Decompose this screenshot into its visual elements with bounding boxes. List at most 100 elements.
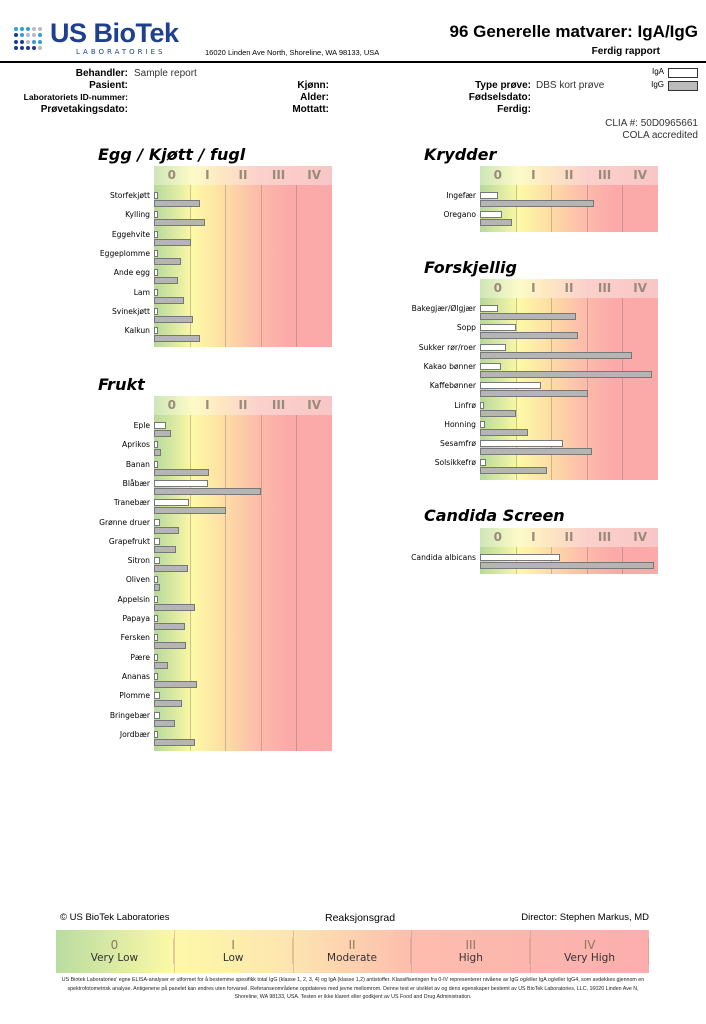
food-row: Banan (126, 460, 332, 479)
food-row: Jordbær (120, 730, 332, 749)
chart-panel-forskjellig: 0 I II III IV Bakegjær/Ølgjær Sopp Sukker rør/r… (412, 279, 658, 480)
igg-bar (480, 313, 577, 320)
food-row: Linfrø (454, 401, 658, 420)
class-header: 0 I II III IV (480, 279, 658, 298)
igg-bar (154, 603, 195, 611)
class-gridline (189, 185, 191, 348)
logo-subtext: LABORATORIES (76, 48, 166, 56)
class-tick-label: 0 (167, 398, 176, 412)
section-title-frukt: Frukt (98, 375, 145, 394)
food-label: Ananas (121, 671, 150, 681)
iga-bar (480, 459, 487, 467)
class-header: 0 I II III IV (154, 166, 332, 185)
iga-bar (154, 653, 158, 661)
plot-area: Storfekjøtt Kylling Eggehvite Eggeplomme And… (100, 185, 332, 348)
food-row: Kaffebønner (430, 381, 658, 400)
class-gridline (296, 415, 298, 752)
food-label: Sitron (127, 556, 150, 566)
chart-panel-frukt: 0 I II III IV Eple Aprikos Banan Blåbær Tranebær G… (99, 396, 332, 752)
class-tick-label: IV (307, 168, 322, 182)
iga-bar (480, 324, 516, 332)
class-tick-label: III (271, 168, 286, 182)
class-tick-label: IV (633, 168, 648, 182)
food-label: Grønne druer (99, 517, 150, 527)
iga-bar (154, 249, 158, 257)
scale-class-3: III High (412, 930, 532, 973)
food-label: Pære (130, 652, 150, 662)
scale-class-2: II Moderate (294, 930, 413, 973)
class-gridline (622, 298, 624, 480)
igg-bar (154, 238, 192, 246)
class-tick-label: III (271, 398, 286, 412)
food-row: Kylling (125, 210, 332, 229)
alder-label: Alder: (300, 92, 329, 103)
food-row: Lam (134, 288, 332, 307)
igg-bar (154, 584, 161, 592)
food-row: Appelsin (118, 595, 332, 614)
food-row: Oliven (126, 575, 332, 594)
food-label: Bringebær (109, 710, 150, 720)
igg-bar (154, 526, 179, 534)
food-row: Kalkun (125, 326, 332, 345)
food-label: Aprikos (122, 440, 150, 450)
igg-bar (154, 430, 172, 437)
iga-bar (480, 440, 564, 448)
class-gridline (586, 185, 588, 232)
food-label: Kalkun (124, 326, 150, 336)
food-label: Ande egg (113, 268, 150, 278)
food-row: Plomme (119, 691, 332, 710)
iga-bar (154, 288, 158, 296)
iga-bar (480, 305, 498, 312)
food-label: Sukker rør/roer (418, 342, 476, 352)
food-row: Oregano (443, 210, 658, 229)
iga-bar (154, 460, 158, 468)
section-title-egg-kj-tt-fugl: Egg / Kjøtt / fugl (98, 145, 246, 164)
food-row: Grønne druer (99, 518, 332, 537)
food-row: Sesamfrø (440, 439, 658, 458)
scale-class-4: IV Very High (531, 930, 649, 973)
class-tick-label: III (597, 530, 612, 544)
iga-bar (154, 307, 158, 315)
food-row: Kakao bønner (424, 362, 658, 381)
food-label: Banan (125, 459, 150, 469)
food-row: Bakegjær/Ølgjær (412, 304, 658, 323)
class-gridline (551, 185, 553, 232)
class-tick-label: II (564, 281, 574, 295)
igg-bar (154, 468, 210, 476)
disclaimer: US Biotek Laboratories' egne ELISA-analy… (61, 977, 645, 1000)
food-row: Storfekjøtt (110, 191, 332, 210)
igg-bar (154, 257, 182, 265)
igg-bar (480, 390, 588, 398)
report-title: 96 Generelle matvarer: IgA/IgG (449, 22, 699, 41)
igg-bar (154, 642, 187, 650)
food-label: Tranebær (113, 498, 150, 508)
plot-area: Bakegjær/Ølgjær Sopp Sukker rør/roer Kakao … (412, 298, 658, 480)
class-tick-label: II (564, 530, 574, 544)
food-row: Eggeplomme (100, 249, 332, 268)
class-tick-label: II (238, 398, 248, 412)
food-label: Sopp (456, 323, 476, 333)
legend-iga-swatch (668, 68, 698, 78)
clia-number: CLIA #: 50D0965661 (605, 118, 698, 129)
lab-id-label: Laboratoriets ID-nummer: (23, 92, 128, 102)
food-label: Lam (133, 287, 150, 297)
type-value: DBS kort prøve (536, 80, 605, 91)
plot-area: Eple Aprikos Banan Blåbær Tranebær Grønne dru… (99, 415, 332, 752)
food-label: Storfekjøtt (109, 191, 150, 200)
food-row: Bringebær (110, 711, 332, 730)
class-gridline (225, 415, 227, 752)
food-label: Papaya (122, 614, 150, 623)
chart-panel-egg-kj-tt-fugl: 0 I II III IV Storfekjøtt Kylling Eggehvite Egge… (100, 166, 332, 348)
food-label: Fersken (120, 633, 150, 643)
class-tick-label: I (205, 168, 210, 182)
igg-bar (154, 507, 226, 515)
class-gridline (622, 547, 624, 575)
food-row: Ingefær (446, 191, 658, 210)
report-subtitle: Ferdig rapport (591, 46, 660, 57)
iga-bar (154, 192, 158, 199)
iga-bar (154, 269, 158, 277)
igg-bar (154, 700, 183, 708)
food-row: Papaya (122, 614, 332, 633)
chart-panel-krydder: 0 I II III IV Ingefær Oregano (443, 166, 658, 232)
iga-bar (154, 672, 158, 680)
